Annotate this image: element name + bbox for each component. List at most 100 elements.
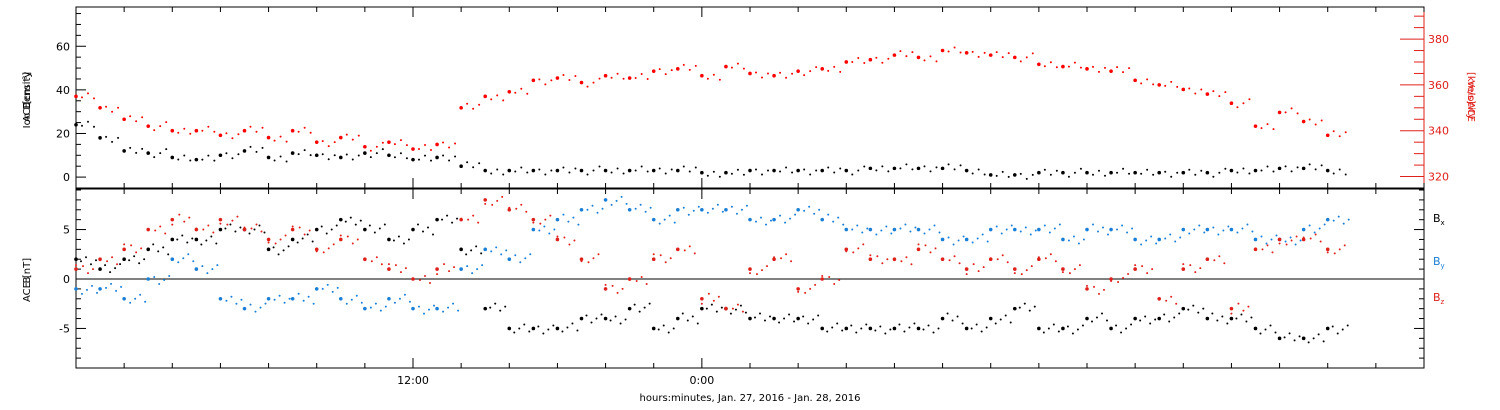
data-point bbox=[899, 50, 902, 53]
data-point bbox=[219, 222, 222, 225]
data-point bbox=[718, 175, 721, 178]
data-point bbox=[965, 273, 968, 276]
data-point bbox=[383, 223, 386, 226]
data-point bbox=[346, 235, 349, 238]
data-point bbox=[736, 303, 739, 306]
data-point bbox=[796, 69, 800, 73]
data-point bbox=[1085, 170, 1089, 175]
data-point bbox=[937, 327, 940, 330]
data-point bbox=[688, 170, 691, 173]
data-point bbox=[1236, 171, 1239, 174]
data-point bbox=[387, 140, 391, 144]
data-point bbox=[442, 154, 445, 157]
data-point bbox=[712, 299, 715, 302]
data-point bbox=[1272, 128, 1275, 131]
data-point bbox=[610, 171, 613, 174]
data-point bbox=[1296, 166, 1299, 169]
data-point bbox=[325, 232, 328, 235]
data-point bbox=[700, 302, 703, 305]
data-point bbox=[128, 259, 131, 262]
data-point bbox=[1140, 82, 1143, 85]
data-point bbox=[1116, 228, 1119, 231]
data-point bbox=[579, 257, 584, 262]
data-point bbox=[1270, 238, 1273, 241]
data-point bbox=[472, 166, 475, 169]
data-point bbox=[211, 268, 214, 271]
data-point bbox=[658, 68, 661, 71]
data-point bbox=[345, 302, 348, 305]
data-point bbox=[1048, 231, 1051, 234]
data-point bbox=[616, 72, 619, 75]
data-point bbox=[857, 247, 860, 250]
data-point bbox=[977, 55, 980, 58]
data-point bbox=[177, 131, 180, 134]
data-point bbox=[548, 232, 551, 235]
data-point bbox=[741, 310, 744, 313]
data-point bbox=[480, 252, 483, 255]
data-point bbox=[472, 214, 475, 217]
data-point bbox=[424, 154, 426, 157]
data-point bbox=[892, 227, 897, 232]
data-point bbox=[639, 203, 642, 206]
data-point bbox=[200, 243, 203, 246]
data-point bbox=[490, 98, 493, 101]
data-point bbox=[167, 253, 170, 256]
data-point bbox=[129, 115, 132, 118]
data-point bbox=[1146, 272, 1149, 275]
data-point bbox=[940, 166, 945, 171]
data-point bbox=[242, 128, 247, 133]
data-point bbox=[333, 141, 336, 144]
data-point bbox=[363, 151, 367, 155]
data-point bbox=[927, 324, 930, 327]
data-point bbox=[999, 318, 1002, 321]
data-point bbox=[1317, 333, 1320, 336]
data-point bbox=[667, 331, 670, 334]
data-point bbox=[985, 326, 988, 329]
data-point bbox=[1224, 91, 1227, 94]
data-point bbox=[760, 216, 762, 219]
top-right-tick-label: 380 bbox=[1428, 33, 1449, 46]
data-point bbox=[1055, 169, 1058, 172]
data-point bbox=[1290, 170, 1293, 173]
data-point bbox=[1157, 83, 1162, 87]
data-point bbox=[1071, 332, 1074, 335]
data-point bbox=[1266, 165, 1269, 168]
data-point bbox=[664, 73, 667, 76]
data-point bbox=[210, 235, 213, 238]
top-left-axis-title: ACEIon Density[cm⁻³] bbox=[22, 72, 33, 129]
data-point bbox=[675, 207, 680, 212]
data-point bbox=[105, 135, 108, 138]
data-point bbox=[163, 279, 166, 281]
data-point bbox=[1057, 330, 1060, 333]
data-point bbox=[314, 247, 319, 252]
data-point bbox=[475, 245, 478, 248]
data-point bbox=[1264, 328, 1267, 331]
data-point bbox=[526, 92, 529, 95]
data-point bbox=[110, 282, 113, 285]
data-point bbox=[1235, 317, 1238, 320]
data-point bbox=[435, 217, 439, 222]
top-left-tick-label: 0 bbox=[63, 171, 70, 184]
data-point bbox=[130, 244, 133, 247]
data-point bbox=[676, 248, 679, 251]
data-point bbox=[928, 228, 931, 231]
data-point bbox=[253, 228, 256, 231]
data-point bbox=[164, 232, 167, 235]
data-point bbox=[279, 155, 282, 158]
data-point bbox=[988, 316, 993, 321]
data-point bbox=[1004, 314, 1007, 317]
data-point bbox=[98, 106, 102, 110]
data-point bbox=[697, 205, 700, 208]
data-point bbox=[879, 325, 882, 328]
data-point bbox=[793, 320, 796, 323]
data-point bbox=[658, 167, 661, 170]
data-point bbox=[1126, 231, 1129, 234]
data-point bbox=[402, 242, 405, 245]
data-point bbox=[601, 207, 604, 210]
data-point bbox=[651, 168, 656, 173]
data-point bbox=[387, 263, 390, 266]
data-point bbox=[561, 330, 564, 333]
data-point bbox=[1295, 235, 1298, 238]
data-point bbox=[1285, 243, 1288, 246]
data-point bbox=[933, 224, 936, 227]
